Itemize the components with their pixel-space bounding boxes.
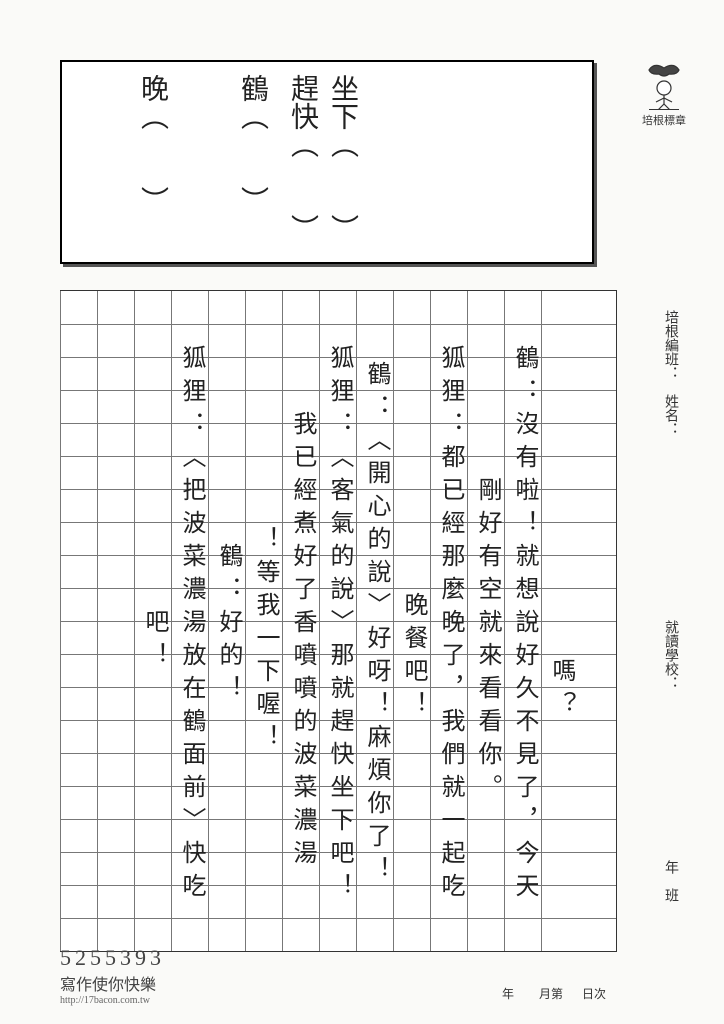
footer: 5255393 寫作使你快樂 http://17bacon.com.tw (60, 945, 165, 1006)
grid-text-column: 鶴：好的！ (209, 291, 246, 955)
grid-text-column: 晚餐吧！ (394, 291, 431, 955)
meta-line-2: 就讀學校： (654, 620, 684, 690)
page-root: 培根標章 晚（ ） 鶴（ ） 趕快（ ） 坐下（ ） 培根編班： 姓名： 就讀學… (0, 0, 724, 1024)
qitem-2: 趕快（ ） (283, 74, 322, 242)
question-box: 晚（ ） 鶴（ ） 趕快（ ） 坐下（ ） (60, 60, 594, 264)
manuscript-grid: 嗎？鶴：沒有啦！就想說好久不見了，今天 剛好有空就來看看你。狐狸：都已經那麼晚了… (60, 290, 617, 952)
mascot-icon (639, 60, 689, 110)
grid-text-column: 我已經煮好了香噴噴的波菜濃湯 (283, 291, 320, 955)
grid-text-column: 剛好有空就來看看你。 (468, 291, 505, 955)
grid-text-column: 狐狸：︿客氣的說﹀那就趕快坐下吧！ (320, 291, 357, 955)
qitem-0: 晚（ ） (133, 74, 172, 214)
meta-line-3: 年 班 (654, 860, 684, 902)
question-box-inner: 晚（ ） 鶴（ ） 趕快（ ） 坐下（ ） (62, 62, 592, 262)
grid-text-column: 狐狸：都已經那麼晚了，我們就一起吃 (431, 291, 468, 955)
qitem-3: 坐下（ ） (323, 74, 362, 242)
logo-area: 培根標章 (634, 60, 694, 128)
logo-label: 培根標章 (634, 112, 694, 128)
grid-text-column: ！等我一下喔！ (246, 291, 283, 955)
qitem-1: 鶴（ ） (233, 74, 272, 214)
footer-url: http://17bacon.com.tw (60, 995, 165, 1006)
meta-line-1: 培根編班： 姓名： (654, 310, 684, 436)
date-col-3: 年 (488, 985, 528, 1002)
grid-text-column: 鶴：︿開心的說﹀好呀！麻煩你了！ (357, 291, 394, 955)
grid-text-column: 狐狸：︿把波菜濃湯放在鶴面前﹀快吃 (172, 291, 209, 955)
footer-slogan: 寫作使你快樂 (60, 971, 165, 995)
date-col-1: 日次 (574, 985, 614, 1002)
grid-text-column: 嗎？ (542, 291, 579, 955)
date-meta: 年 月第 日次 (488, 985, 614, 1002)
date-col-2: 月第 (531, 985, 571, 1002)
grid-text-column: 鶴：沒有啦！就想說好久不見了，今天 (505, 291, 542, 955)
footer-number: 5255393 (60, 945, 165, 971)
grid-text-column: 吧！ (135, 291, 172, 955)
